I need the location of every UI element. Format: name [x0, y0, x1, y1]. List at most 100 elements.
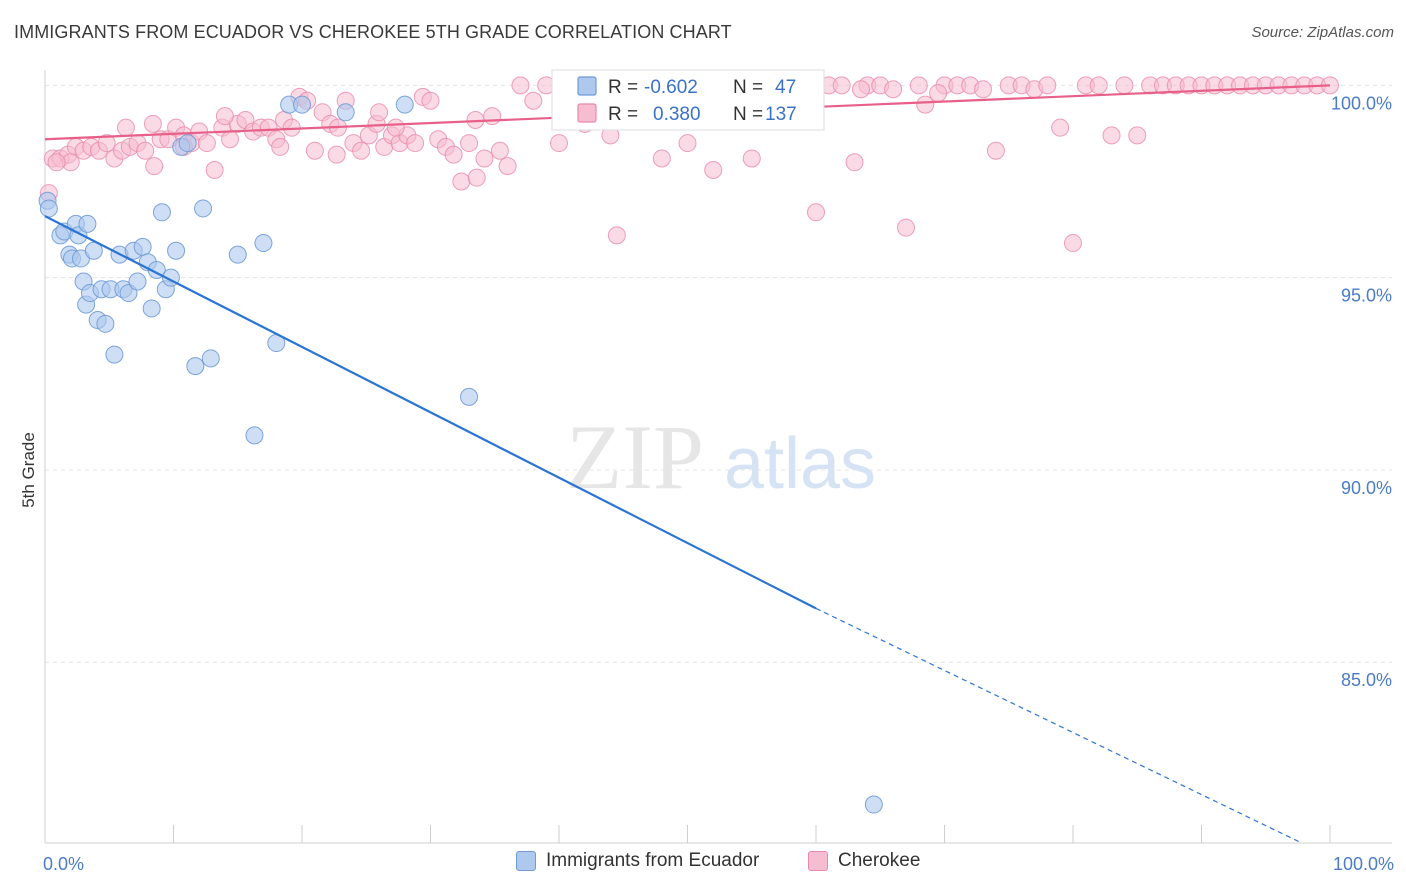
x-tick-labels: 0.0% 100.0% — [43, 854, 1394, 874]
y-tick-labels: 100.0% 95.0% 90.0% 85.0% — [1331, 93, 1392, 690]
legend-r-value-2: 0.380 — [653, 104, 701, 125]
cherokee-point — [607, 226, 626, 245]
ecuador-point — [460, 387, 479, 406]
ecuador-point — [84, 241, 103, 260]
source-credit: Source: ZipAtlas.com — [1251, 24, 1394, 41]
cherokee-point — [652, 149, 671, 168]
ecuador-point — [178, 134, 197, 153]
legend-item-ecuador[interactable]: Immigrants from Ecuador — [516, 850, 759, 872]
ecuador-point — [395, 95, 414, 114]
ecuador-trendline-extension — [815, 607, 1302, 844]
ecuador-point — [201, 349, 220, 368]
cherokee-point — [832, 76, 851, 95]
ecuador-point — [864, 795, 883, 814]
ecuador-point — [254, 234, 273, 253]
cherokee-point — [271, 137, 290, 156]
cherokee-point — [215, 107, 234, 126]
cherokee-point — [475, 149, 494, 168]
cherokee-point — [116, 118, 135, 137]
ecuador-point — [293, 95, 311, 114]
cherokee-point — [1102, 126, 1121, 145]
cherokee-point — [807, 203, 825, 222]
cherokee-point — [421, 91, 440, 110]
cherokee-point — [136, 141, 155, 160]
ecuador-point — [133, 237, 152, 256]
ecuador-point — [105, 345, 124, 364]
legend-item-cherokee[interactable]: Cherokee — [808, 850, 920, 872]
bottom-legend: Immigrants from Ecuador Cherokee — [0, 850, 1406, 878]
cherokee-point — [47, 153, 66, 172]
y-tick-label: 95.0% — [1341, 286, 1392, 306]
ecuador-point — [152, 203, 171, 222]
cherokee-point — [97, 134, 116, 153]
cherokee-point — [974, 80, 993, 99]
ecuador-point — [228, 245, 247, 264]
ecuador-point — [142, 299, 161, 318]
y-tick-label: 90.0% — [1341, 478, 1392, 498]
legend-n-value-1: 47 — [775, 77, 796, 98]
cherokee-point — [511, 76, 530, 95]
cherokee-point — [221, 130, 240, 149]
cherokee-point — [704, 160, 723, 179]
cherokee-point — [460, 134, 479, 153]
cherokee-point — [678, 134, 697, 153]
watermark-zip: ZIP — [566, 406, 704, 508]
cherokee-point — [1089, 76, 1108, 95]
legend-n-label-2: N = — [733, 104, 763, 125]
cherokee-point — [483, 107, 502, 126]
cherokee-point — [845, 153, 864, 172]
ecuador-point — [128, 272, 147, 291]
legend-swatch-ecuador — [516, 851, 536, 871]
cherokee-point — [524, 91, 543, 110]
y-tick-label: 100.0% — [1331, 93, 1392, 113]
ecuador-point — [336, 103, 355, 122]
cherokee-point — [490, 141, 509, 160]
x-tick-label-min: 0.0% — [43, 854, 84, 874]
x-tick-label-max: 100.0% — [1333, 854, 1394, 874]
legend-r-value-1: -0.602 — [644, 77, 698, 98]
cherokee-point — [851, 80, 870, 99]
watermark: ZIP atlas — [566, 406, 876, 508]
cherokee-point — [305, 141, 324, 160]
cherokee-point — [550, 134, 568, 153]
y-tick-label: 85.0% — [1341, 670, 1392, 690]
cherokee-point — [452, 172, 471, 191]
cherokee-point — [352, 141, 371, 160]
correlation-legend: R = -0.602 N = 47 R = 0.380 N = 137 — [551, 69, 825, 131]
legend-swatch-cherokee — [808, 851, 828, 871]
ecuador-point — [96, 314, 115, 333]
axes — [44, 70, 1392, 844]
cherokee-point — [929, 84, 948, 103]
cherokee-point — [197, 134, 216, 153]
cherokee-point — [406, 134, 425, 153]
cherokee-point — [205, 160, 224, 179]
cherokee-point — [143, 114, 162, 133]
cherokee-point — [1064, 234, 1082, 253]
y-axis-label: 5th Grade — [19, 432, 38, 508]
cherokee-point — [1038, 76, 1057, 95]
cherokee-point — [370, 103, 389, 122]
cherokee-point — [909, 76, 928, 95]
legend-r-label-2: R = — [608, 104, 638, 125]
cherokee-point — [986, 141, 1005, 160]
ecuador-trendline — [44, 215, 817, 610]
cherokee-point — [742, 149, 761, 168]
cherokee-point — [145, 157, 164, 176]
ecuador-point — [245, 426, 264, 445]
cherokee-point — [467, 168, 486, 187]
legend-label-cherokee: Cherokee — [838, 850, 921, 871]
chart-title: IMMIGRANTS FROM ECUADOR VS CHEROKEE 5TH … — [14, 22, 732, 42]
cherokee-point — [386, 118, 405, 137]
cherokee-point — [884, 80, 903, 99]
watermark-atlas: atlas — [724, 424, 876, 504]
ecuador-point — [186, 357, 205, 376]
legend-r-label-1: R = — [608, 77, 638, 98]
cherokee-point — [1051, 118, 1070, 137]
cherokee-point — [498, 157, 517, 176]
ecuador-point — [194, 199, 213, 218]
legend-n-label-1: N = — [733, 77, 763, 98]
cherokee-point — [1115, 76, 1134, 95]
cherokee-point — [1128, 126, 1147, 145]
cherokee-point — [896, 218, 915, 237]
